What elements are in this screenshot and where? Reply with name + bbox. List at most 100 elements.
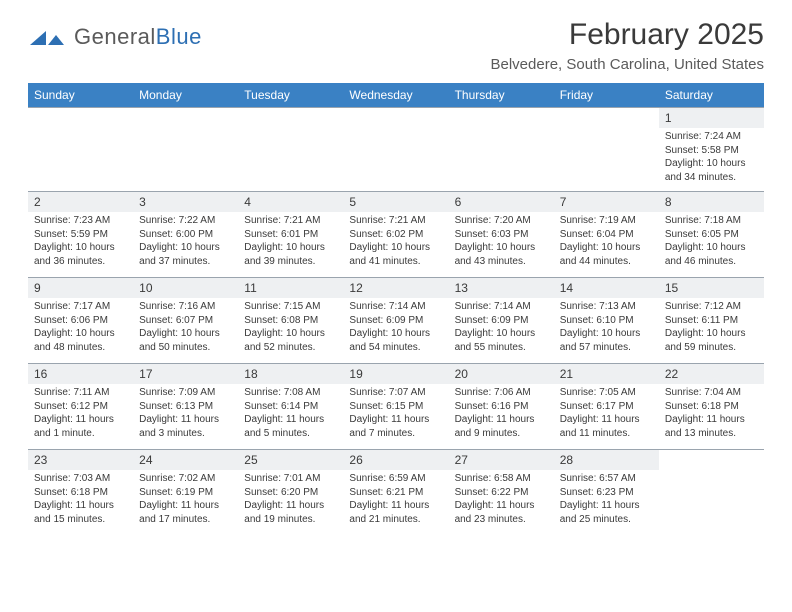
- day-details: Sunrise: 7:03 AMSunset: 6:18 PMDaylight:…: [28, 470, 133, 530]
- sunset-line: Sunset: 6:05 PM: [665, 228, 758, 242]
- daylight-line: Daylight: 10 hours and 55 minutes.: [455, 327, 548, 354]
- day-number: 23: [28, 450, 133, 470]
- sunrise-line: Sunrise: 7:23 AM: [34, 214, 127, 228]
- day-number: 26: [343, 450, 448, 470]
- calendar-day-cell: [343, 108, 448, 192]
- sunrise-line: Sunrise: 7:21 AM: [349, 214, 442, 228]
- sunset-line: Sunset: 6:22 PM: [455, 486, 548, 500]
- sunrise-line: Sunrise: 7:01 AM: [244, 472, 337, 486]
- calendar-body: 1Sunrise: 7:24 AMSunset: 5:58 PMDaylight…: [28, 108, 764, 536]
- sunset-line: Sunset: 6:20 PM: [244, 486, 337, 500]
- calendar-day-cell: 3Sunrise: 7:22 AMSunset: 6:00 PMDaylight…: [133, 192, 238, 278]
- sunrise-line: Sunrise: 7:17 AM: [34, 300, 127, 314]
- day-number: 3: [133, 192, 238, 212]
- calendar-day-cell: 8Sunrise: 7:18 AMSunset: 6:05 PMDaylight…: [659, 192, 764, 278]
- calendar-day-cell: 26Sunrise: 6:59 AMSunset: 6:21 PMDayligh…: [343, 450, 448, 536]
- sunrise-line: Sunrise: 7:12 AM: [665, 300, 758, 314]
- day-number: 13: [449, 278, 554, 298]
- day-details: Sunrise: 7:04 AMSunset: 6:18 PMDaylight:…: [659, 384, 764, 444]
- sunset-line: Sunset: 6:07 PM: [139, 314, 232, 328]
- day-number: 24: [133, 450, 238, 470]
- calendar-day-cell: 23Sunrise: 7:03 AMSunset: 6:18 PMDayligh…: [28, 450, 133, 536]
- sunset-line: Sunset: 6:04 PM: [560, 228, 653, 242]
- daylight-line: Daylight: 10 hours and 54 minutes.: [349, 327, 442, 354]
- day-details: Sunrise: 7:23 AMSunset: 5:59 PMDaylight:…: [28, 212, 133, 272]
- weekday-header: Friday: [554, 83, 659, 108]
- daylight-line: Daylight: 10 hours and 57 minutes.: [560, 327, 653, 354]
- daylight-line: Daylight: 11 hours and 11 minutes.: [560, 413, 653, 440]
- daylight-line: Daylight: 11 hours and 13 minutes.: [665, 413, 758, 440]
- day-number: 5: [343, 192, 448, 212]
- brand-name: GeneralBlue: [74, 24, 202, 50]
- calendar-day-cell: 10Sunrise: 7:16 AMSunset: 6:07 PMDayligh…: [133, 278, 238, 364]
- calendar-day-cell: [659, 450, 764, 536]
- day-details: Sunrise: 7:05 AMSunset: 6:17 PMDaylight:…: [554, 384, 659, 444]
- day-number: 19: [343, 364, 448, 384]
- day-details: Sunrise: 7:24 AMSunset: 5:58 PMDaylight:…: [659, 128, 764, 188]
- day-number: 7: [554, 192, 659, 212]
- sunset-line: Sunset: 6:12 PM: [34, 400, 127, 414]
- day-number: 14: [554, 278, 659, 298]
- sunset-line: Sunset: 6:18 PM: [665, 400, 758, 414]
- calendar-day-cell: [238, 108, 343, 192]
- sunset-line: Sunset: 6:10 PM: [560, 314, 653, 328]
- calendar-day-cell: [133, 108, 238, 192]
- sunrise-line: Sunrise: 6:59 AM: [349, 472, 442, 486]
- daylight-line: Daylight: 10 hours and 37 minutes.: [139, 241, 232, 268]
- sunrise-line: Sunrise: 7:14 AM: [455, 300, 548, 314]
- day-details: Sunrise: 7:13 AMSunset: 6:10 PMDaylight:…: [554, 298, 659, 358]
- daylight-line: Daylight: 10 hours and 50 minutes.: [139, 327, 232, 354]
- sunrise-line: Sunrise: 7:20 AM: [455, 214, 548, 228]
- daylight-line: Daylight: 11 hours and 23 minutes.: [455, 499, 548, 526]
- sunset-line: Sunset: 6:03 PM: [455, 228, 548, 242]
- day-number: 25: [238, 450, 343, 470]
- calendar-day-cell: [554, 108, 659, 192]
- sunrise-line: Sunrise: 7:22 AM: [139, 214, 232, 228]
- brand-logo: GeneralBlue: [28, 18, 202, 50]
- sunrise-line: Sunrise: 7:15 AM: [244, 300, 337, 314]
- calendar-day-cell: 4Sunrise: 7:21 AMSunset: 6:01 PMDaylight…: [238, 192, 343, 278]
- calendar-day-cell: 12Sunrise: 7:14 AMSunset: 6:09 PMDayligh…: [343, 278, 448, 364]
- page-title: February 2025: [491, 18, 765, 52]
- sunset-line: Sunset: 6:00 PM: [139, 228, 232, 242]
- weekday-header: Monday: [133, 83, 238, 108]
- calendar-day-cell: 13Sunrise: 7:14 AMSunset: 6:09 PMDayligh…: [449, 278, 554, 364]
- daylight-line: Daylight: 11 hours and 21 minutes.: [349, 499, 442, 526]
- sunrise-line: Sunrise: 7:02 AM: [139, 472, 232, 486]
- weekday-header: Tuesday: [238, 83, 343, 108]
- calendar-week-row: 1Sunrise: 7:24 AMSunset: 5:58 PMDaylight…: [28, 108, 764, 192]
- day-number: 8: [659, 192, 764, 212]
- day-details: Sunrise: 7:12 AMSunset: 6:11 PMDaylight:…: [659, 298, 764, 358]
- sunset-line: Sunset: 6:14 PM: [244, 400, 337, 414]
- day-details: Sunrise: 7:22 AMSunset: 6:00 PMDaylight:…: [133, 212, 238, 272]
- day-number: 10: [133, 278, 238, 298]
- sunrise-line: Sunrise: 7:18 AM: [665, 214, 758, 228]
- weekday-header: Sunday: [28, 83, 133, 108]
- day-details: Sunrise: 7:21 AMSunset: 6:02 PMDaylight:…: [343, 212, 448, 272]
- daylight-line: Daylight: 11 hours and 19 minutes.: [244, 499, 337, 526]
- day-details: Sunrise: 7:18 AMSunset: 6:05 PMDaylight:…: [659, 212, 764, 272]
- daylight-line: Daylight: 11 hours and 5 minutes.: [244, 413, 337, 440]
- title-block: February 2025 Belvedere, South Carolina,…: [491, 18, 765, 73]
- sunrise-line: Sunrise: 7:04 AM: [665, 386, 758, 400]
- daylight-line: Daylight: 10 hours and 36 minutes.: [34, 241, 127, 268]
- calendar-day-cell: 22Sunrise: 7:04 AMSunset: 6:18 PMDayligh…: [659, 364, 764, 450]
- sunrise-line: Sunrise: 6:57 AM: [560, 472, 653, 486]
- sunset-line: Sunset: 6:06 PM: [34, 314, 127, 328]
- daylight-line: Daylight: 11 hours and 25 minutes.: [560, 499, 653, 526]
- calendar-day-cell: 28Sunrise: 6:57 AMSunset: 6:23 PMDayligh…: [554, 450, 659, 536]
- day-number: 16: [28, 364, 133, 384]
- sunset-line: Sunset: 6:01 PM: [244, 228, 337, 242]
- calendar-day-cell: 2Sunrise: 7:23 AMSunset: 5:59 PMDaylight…: [28, 192, 133, 278]
- sunrise-line: Sunrise: 7:06 AM: [455, 386, 548, 400]
- day-details: Sunrise: 7:02 AMSunset: 6:19 PMDaylight:…: [133, 470, 238, 530]
- daylight-line: Daylight: 11 hours and 9 minutes.: [455, 413, 548, 440]
- day-number: 11: [238, 278, 343, 298]
- day-number: 21: [554, 364, 659, 384]
- sunrise-line: Sunrise: 7:05 AM: [560, 386, 653, 400]
- location-subtitle: Belvedere, South Carolina, United States: [491, 56, 765, 73]
- daylight-line: Daylight: 11 hours and 3 minutes.: [139, 413, 232, 440]
- day-details: Sunrise: 7:21 AMSunset: 6:01 PMDaylight:…: [238, 212, 343, 272]
- sunset-line: Sunset: 6:23 PM: [560, 486, 653, 500]
- day-details: Sunrise: 6:57 AMSunset: 6:23 PMDaylight:…: [554, 470, 659, 530]
